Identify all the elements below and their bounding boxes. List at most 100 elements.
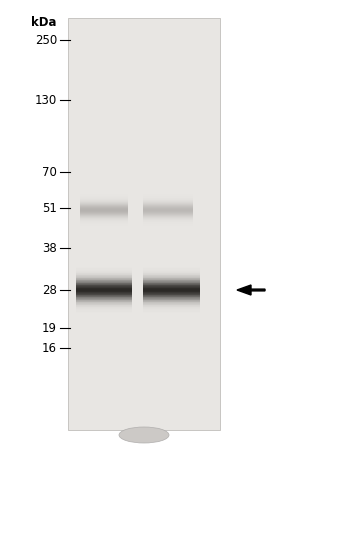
Bar	[76, 312, 132, 313]
Bar	[143, 310, 200, 311]
Bar	[143, 290, 200, 291]
Bar	[143, 296, 200, 298]
Bar	[68, 18, 220, 430]
Bar	[143, 268, 200, 269]
Bar	[143, 304, 200, 305]
Bar	[76, 295, 132, 296]
Bar	[143, 306, 200, 307]
Bar	[76, 303, 132, 304]
Bar	[143, 276, 200, 277]
Bar	[143, 286, 200, 287]
Bar	[143, 294, 200, 295]
Bar	[76, 290, 132, 291]
Bar	[143, 309, 200, 310]
Bar	[143, 282, 200, 283]
Bar	[76, 273, 132, 274]
Text: 130: 130	[35, 93, 57, 107]
Bar	[143, 281, 200, 282]
Text: 250: 250	[35, 33, 57, 47]
Bar	[76, 288, 132, 289]
Bar	[143, 271, 200, 272]
Bar	[143, 308, 200, 309]
Bar	[143, 269, 200, 270]
Bar	[76, 307, 132, 308]
Bar	[76, 267, 132, 268]
Bar	[143, 272, 200, 273]
Bar	[143, 283, 200, 284]
Bar	[143, 284, 200, 285]
Bar	[143, 301, 200, 302]
Bar	[143, 295, 200, 296]
Bar	[143, 298, 200, 299]
Bar	[143, 280, 200, 281]
Bar	[143, 274, 200, 276]
Bar	[76, 304, 132, 305]
Bar	[76, 287, 132, 288]
Text: 28: 28	[42, 283, 57, 296]
Bar	[76, 271, 132, 272]
Bar	[143, 307, 200, 308]
Bar	[143, 267, 200, 268]
Bar	[76, 283, 132, 284]
Ellipse shape	[119, 427, 169, 443]
Bar	[76, 278, 132, 279]
Text: 19: 19	[42, 322, 57, 334]
Bar	[76, 281, 132, 282]
Bar	[76, 291, 132, 292]
Bar	[143, 277, 200, 278]
Bar	[143, 311, 200, 312]
Bar	[76, 305, 132, 306]
Bar	[76, 276, 132, 277]
Bar	[143, 291, 200, 292]
Bar	[76, 292, 132, 293]
Bar	[143, 285, 200, 286]
Bar	[76, 299, 132, 300]
Bar	[76, 272, 132, 273]
Bar	[76, 311, 132, 312]
Text: 38: 38	[42, 242, 57, 255]
Text: 16: 16	[42, 341, 57, 355]
Bar	[76, 277, 132, 278]
Bar	[76, 308, 132, 309]
Bar	[76, 306, 132, 307]
Bar	[143, 287, 200, 288]
Bar	[76, 289, 132, 290]
Text: 51: 51	[42, 201, 57, 215]
Bar	[76, 294, 132, 295]
Bar	[76, 286, 132, 287]
Bar	[76, 279, 132, 280]
Bar	[76, 301, 132, 302]
Bar	[76, 298, 132, 299]
Bar	[76, 268, 132, 269]
Bar	[143, 299, 200, 300]
Bar	[143, 279, 200, 280]
FancyArrow shape	[237, 285, 265, 295]
Bar	[76, 310, 132, 311]
Bar	[143, 293, 200, 294]
Text: kDa: kDa	[31, 15, 57, 29]
Bar	[76, 269, 132, 270]
Bar	[143, 289, 200, 290]
Bar	[76, 282, 132, 283]
Bar	[143, 300, 200, 301]
Text: 70: 70	[42, 165, 57, 178]
Bar	[76, 293, 132, 294]
Bar	[143, 292, 200, 293]
Bar	[143, 305, 200, 306]
Bar	[76, 309, 132, 310]
Bar	[143, 303, 200, 304]
Bar	[76, 285, 132, 286]
Bar	[76, 284, 132, 285]
Bar	[76, 300, 132, 301]
Bar	[143, 302, 200, 303]
Bar	[76, 296, 132, 298]
Bar	[76, 274, 132, 276]
Bar	[76, 280, 132, 281]
Bar	[76, 302, 132, 303]
Bar	[143, 273, 200, 274]
Bar	[143, 288, 200, 289]
Bar	[143, 270, 200, 271]
Bar	[76, 270, 132, 271]
Bar	[143, 278, 200, 279]
Bar	[143, 312, 200, 313]
